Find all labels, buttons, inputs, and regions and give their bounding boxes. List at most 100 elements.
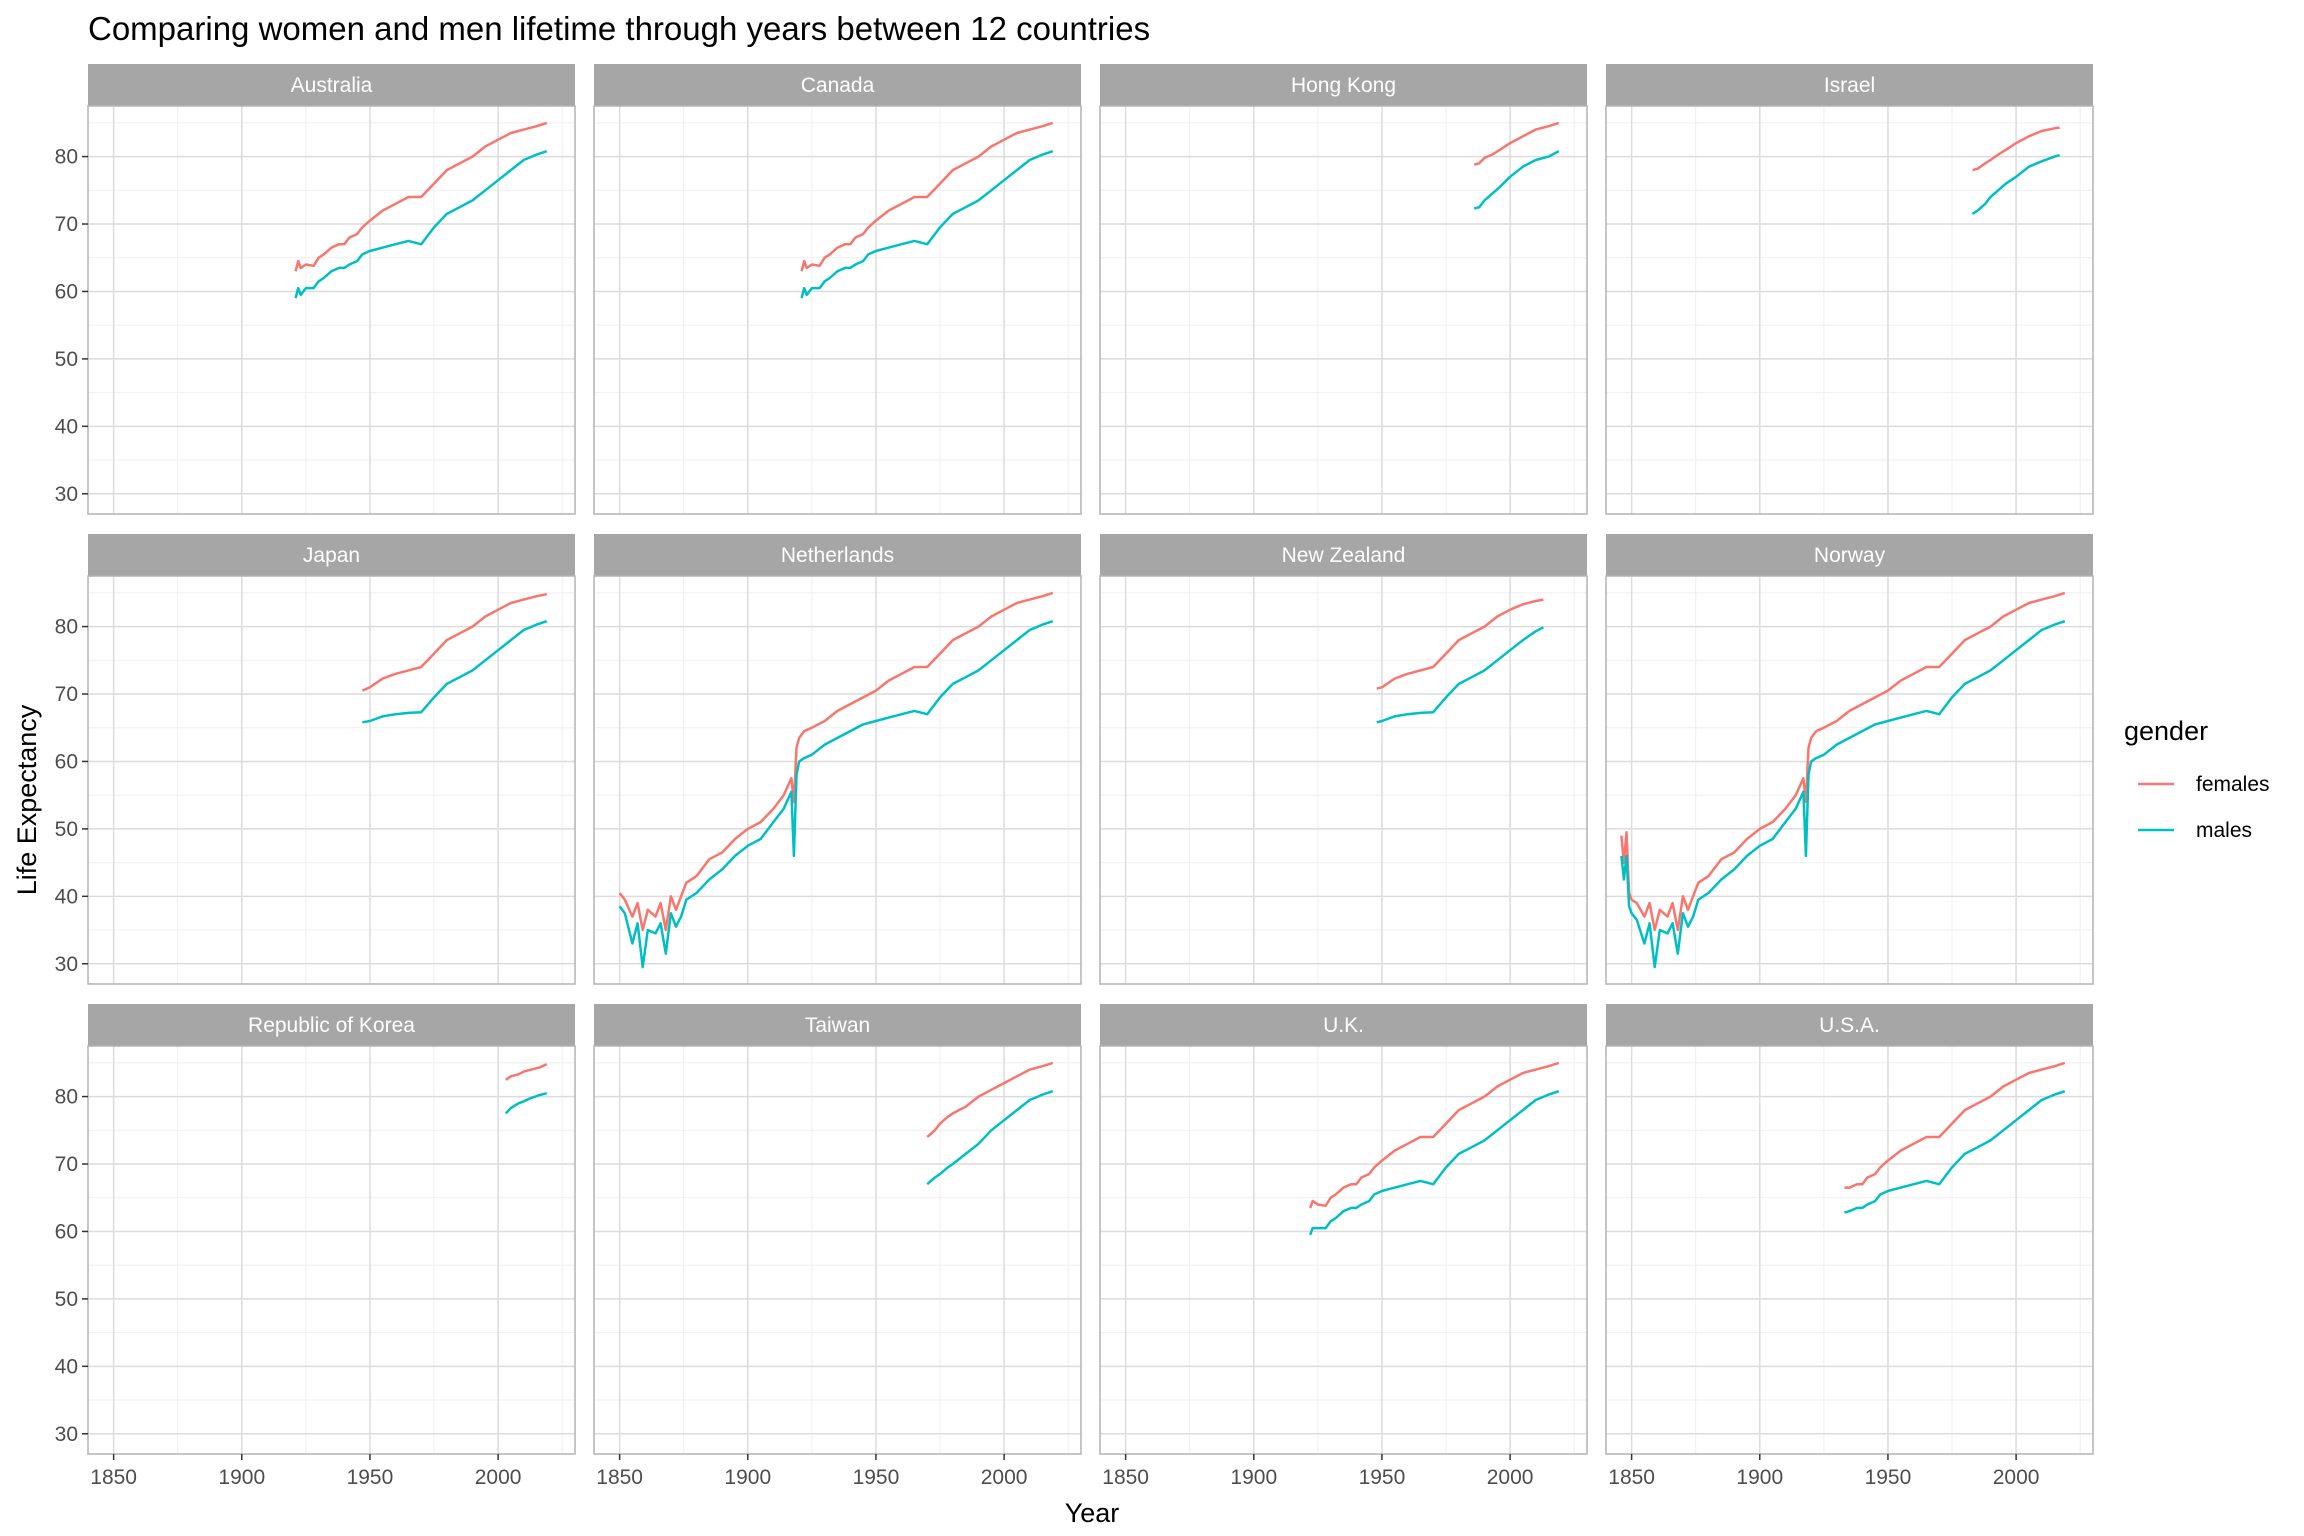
- y-tick-label: 80: [55, 146, 78, 169]
- panel-background: [594, 106, 1081, 514]
- y-tick-label: 50: [55, 1288, 78, 1311]
- panel-background: [1100, 576, 1587, 984]
- series-line-females: [361, 592, 548, 692]
- x-tick-label: 1850: [1608, 1466, 1655, 1489]
- facet-strip: [88, 64, 575, 106]
- facet-strip-label: Netherlands: [781, 544, 894, 567]
- panel-border: [87, 1045, 576, 1455]
- series-line-females: [294, 121, 548, 272]
- series-line-females: [618, 591, 1054, 932]
- panel-background: [1606, 106, 2093, 514]
- facet-strip-label: Hong Kong: [1291, 74, 1396, 97]
- series-line-females: [1972, 126, 2060, 172]
- facet-strip-label: Republic of Korea: [248, 1014, 415, 1037]
- series-line-males: [362, 620, 548, 724]
- facet-strip: [1606, 1004, 2093, 1046]
- facet-australia: Australia 30 40 50 60 70 80: [55, 64, 576, 515]
- series-line-females: [1309, 1061, 1560, 1209]
- facet-norway: Norway: [1605, 534, 2094, 985]
- y-tick-label: 40: [55, 415, 78, 438]
- x-tick-label: 1850: [1102, 1466, 1149, 1489]
- x-tick-label: 1900: [218, 1466, 265, 1489]
- facet-strip-label: Canada: [801, 74, 875, 97]
- series-line-females: [800, 121, 1054, 272]
- panel-background: [1100, 1046, 1587, 1454]
- panel-border: [593, 1045, 1082, 1455]
- panel-border: [593, 575, 1082, 985]
- series-line-males: [1309, 1090, 1560, 1236]
- legend-label-females: females: [2196, 773, 2270, 796]
- facet-strip: [1606, 534, 2093, 576]
- facet-strip: [88, 1004, 575, 1046]
- y-tick-label: 80: [55, 1086, 78, 1109]
- series-line-males: [1376, 626, 1544, 724]
- panel-border: [1605, 1045, 2094, 1455]
- series-line-males: [618, 620, 1054, 969]
- x-tick-label: 1950: [347, 1466, 394, 1489]
- y-tick-label: 60: [55, 750, 78, 773]
- panel-background: [594, 1046, 1081, 1454]
- series-line-females: [1473, 121, 1560, 166]
- facet-strip-label: New Zealand: [1282, 544, 1406, 567]
- x-tick-label: 2000: [475, 1466, 522, 1489]
- panel-background: [1606, 1046, 2093, 1454]
- series-line-females: [1844, 1061, 2066, 1189]
- x-tick-label: 1850: [596, 1466, 643, 1489]
- panel-border: [1099, 1045, 1588, 1455]
- panel-background: [1606, 576, 2093, 984]
- series-line-males: [294, 150, 548, 299]
- y-tick-label: 60: [55, 280, 78, 303]
- y-tick-label: 80: [55, 616, 78, 639]
- legend-label-males: males: [2196, 819, 2252, 842]
- series-line-males: [504, 1091, 548, 1115]
- y-tick-label: 60: [55, 1220, 78, 1243]
- y-tick-label: 70: [55, 1153, 78, 1176]
- y-axis-title: Life Expectancy: [12, 704, 42, 895]
- facet-taiwan: Taiwan 1850 1900 1950 2000: [593, 1004, 1082, 1489]
- panel-background: [88, 1046, 575, 1454]
- panel-background: [1100, 106, 1587, 514]
- panel-background: [88, 106, 575, 514]
- y-tick-label: 50: [55, 348, 78, 371]
- facet-strip: [594, 1004, 1081, 1046]
- x-tick-label: 1900: [1230, 1466, 1277, 1489]
- x-axis-title: Year: [1065, 1498, 1120, 1528]
- panel-border: [87, 575, 576, 985]
- panel-border: [1605, 105, 2094, 515]
- series-line-males: [1844, 1090, 2066, 1214]
- series-line-females: [505, 1063, 548, 1081]
- panel-background: [88, 576, 575, 984]
- panel-border: [1099, 575, 1588, 985]
- facet-strip-label: Taiwan: [805, 1014, 870, 1037]
- series-line-females: [926, 1061, 1054, 1138]
- chart-title: Comparing women and men lifetime through…: [88, 10, 1150, 47]
- series-line-females: [1620, 591, 2066, 932]
- facet-panels: Australia 30 40 50 60 70 80 Canada Hong Kong Isra…: [55, 64, 2094, 1489]
- facet-strip: [1100, 64, 1587, 106]
- x-tick-label: 1850: [90, 1466, 137, 1489]
- facet-israel: Israel: [1605, 64, 2094, 515]
- x-tick-label: 2000: [981, 1466, 1028, 1489]
- x-tick-label: 1950: [1865, 1466, 1912, 1489]
- series-line-males: [1971, 153, 2061, 215]
- series-line-males: [1620, 620, 2066, 969]
- facet-new-zealand: New Zealand: [1099, 534, 1588, 985]
- panel-border: [1099, 105, 1588, 515]
- y-tick-label: 40: [55, 1355, 78, 1378]
- x-tick-label: 1950: [1359, 1466, 1406, 1489]
- facet-strip-label: Australia: [291, 74, 373, 97]
- facet-strip: [88, 534, 575, 576]
- panel-background: [594, 576, 1081, 984]
- y-tick-label: 30: [55, 483, 78, 506]
- y-tick-label: 50: [55, 818, 78, 841]
- y-tick-label: 70: [55, 683, 78, 706]
- y-tick-label: 30: [55, 1423, 78, 1446]
- facet-strip-label: U.K.: [1323, 1014, 1364, 1037]
- x-tick-label: 1950: [853, 1466, 900, 1489]
- facet-strip-label: U.S.A.: [1819, 1014, 1880, 1037]
- facet-strip-label: Norway: [1814, 544, 1886, 567]
- y-tick-label: 40: [55, 885, 78, 908]
- facet-strip: [594, 534, 1081, 576]
- facet-netherlands: Netherlands: [593, 534, 1082, 985]
